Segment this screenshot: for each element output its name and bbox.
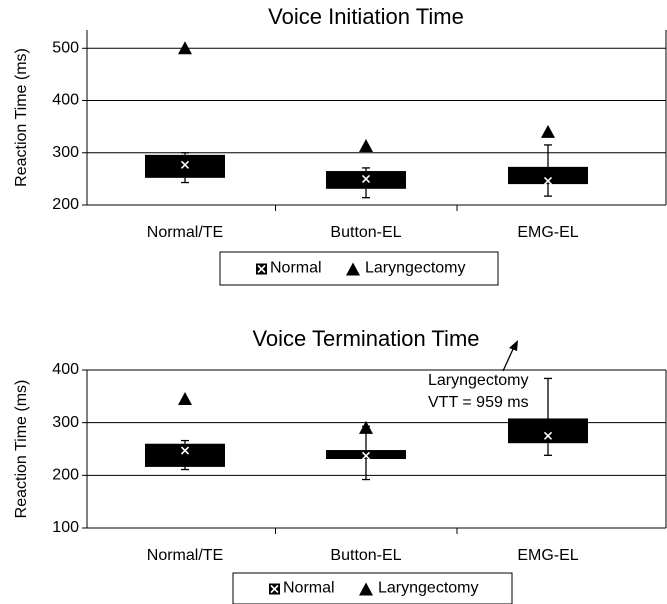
laryngectomy-marker: [178, 41, 192, 55]
arrow-head: [509, 340, 518, 351]
y-tick-label: 300: [52, 144, 79, 161]
y-axis-label: Reaction Time (ms): [13, 380, 30, 519]
annotation: Laryngectomy: [428, 372, 529, 389]
mean-stroke: [361, 451, 371, 460]
box: [508, 166, 588, 185]
mean-marker: [543, 176, 553, 186]
mean-stroke: [543, 431, 553, 440]
y-tick-label: 500: [52, 40, 79, 57]
mean-stroke: [361, 174, 371, 183]
legend-label: Normal: [283, 580, 335, 597]
laryngectomy-marker: [359, 138, 373, 152]
mean-marker: [180, 160, 190, 169]
y-tick-label: 200: [52, 196, 79, 213]
box: [145, 154, 225, 178]
chart-title: Voice Initiation Time: [268, 4, 464, 29]
mean-marker: [270, 584, 279, 594]
mean-stroke: [257, 264, 266, 274]
chart: Voice Initiation Time Reaction Time (ms) 2…: [13, 4, 667, 286]
y-tick-label: 300: [52, 414, 79, 431]
legend-label: Laryngectomy: [378, 580, 479, 597]
laryngectomy-marker: [359, 420, 373, 434]
mean-stroke: [180, 160, 190, 169]
mean-marker: [180, 446, 190, 455]
y-tick-label: 100: [52, 519, 79, 536]
laryngectomy-marker: [178, 391, 192, 405]
chart: Voice Termination Time Reaction Time (ms)…: [13, 326, 667, 604]
x-tick-label: EMG-EL: [517, 547, 578, 564]
box: [145, 443, 225, 467]
box: [326, 450, 406, 460]
annotation-arrow: [502, 346, 515, 372]
x-tick-label: EMG-EL: [517, 224, 578, 241]
y-axis-label: Reaction Time (ms): [13, 48, 30, 187]
legend-label: Laryngectomy: [365, 260, 466, 277]
y-tick-label: 200: [52, 467, 79, 484]
y-tick-label: 400: [52, 361, 79, 378]
mean-marker: [257, 264, 266, 274]
x-tick-label: Button-EL: [330, 224, 401, 241]
mean-stroke: [180, 446, 190, 455]
x-tick-label: Normal/TE: [147, 547, 223, 564]
mean-stroke: [270, 584, 279, 594]
x-tick-label: Button-EL: [330, 547, 401, 564]
legend-laryngectomy-swatch: [346, 262, 360, 276]
mean-marker: [543, 431, 553, 440]
x-tick-label: Normal/TE: [147, 224, 223, 241]
legend-laryngectomy-swatch: [359, 582, 373, 596]
mean-stroke: [543, 176, 553, 186]
laryngectomy-marker: [541, 124, 555, 138]
y-tick-label: 400: [52, 92, 79, 109]
mean-marker: [361, 451, 371, 460]
box: [508, 418, 588, 444]
legend-box: [219, 251, 499, 286]
legend-label: Normal: [270, 260, 322, 277]
chart-title: Voice Termination Time: [252, 326, 479, 351]
mean-marker: [361, 174, 371, 183]
annotation: VTT = 959 ms: [428, 394, 529, 411]
